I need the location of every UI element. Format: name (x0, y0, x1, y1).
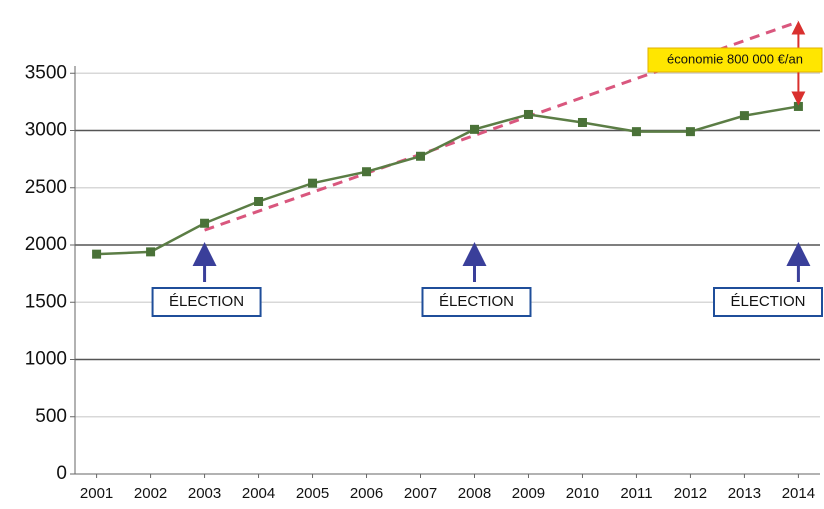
data-point (523, 109, 533, 119)
data-point (469, 124, 479, 134)
annotation-label: ÉLECTION (730, 293, 805, 310)
annotation-box (713, 287, 823, 317)
data-point (308, 178, 318, 188)
x-tick-label: 2003 (188, 485, 221, 502)
trend-line (204, 20, 799, 232)
x-tick-label: 2007 (404, 485, 437, 502)
data-point (793, 101, 803, 111)
x-tick-label: 2005 (296, 485, 329, 502)
y-tick-label: 3000 (25, 120, 67, 141)
x-tick-label: 2006 (350, 485, 383, 502)
x-tick-label: 2008 (458, 485, 491, 502)
data-line (96, 105, 799, 256)
annotation-label: ÉLECTION (439, 293, 514, 310)
y-tick-label: 1500 (25, 291, 67, 312)
y-tick-label: 2500 (25, 177, 67, 198)
y-tick-label: 3500 (25, 62, 67, 83)
y-tick-label: 0 (56, 463, 67, 484)
x-tick-label: 2012 (674, 485, 707, 502)
x-tick-label: 2009 (512, 485, 545, 502)
data-point (577, 117, 587, 127)
data-point (200, 218, 210, 228)
data-point (92, 249, 102, 259)
y-tick-label: 500 (35, 406, 67, 427)
data-point (739, 111, 749, 121)
savings-box (647, 47, 823, 73)
x-tick-label: 2010 (566, 485, 599, 502)
x-tick-label: 2001 (80, 485, 113, 502)
x-tick-label: 2004 (242, 485, 275, 502)
data-point (146, 247, 156, 257)
y-tick-label: 1000 (25, 349, 67, 370)
data-point (685, 127, 695, 137)
x-tick-label: 2002 (134, 485, 167, 502)
savings-label: économie 800 000 €/an (667, 51, 803, 66)
x-tick-label: 2014 (782, 485, 815, 502)
annotation-box (421, 287, 532, 317)
data-point (631, 127, 641, 137)
annotation-box (151, 287, 262, 317)
data-point (254, 196, 264, 206)
data-point (362, 167, 372, 177)
x-tick-label: 2011 (620, 485, 652, 502)
y-tick-label: 2000 (25, 234, 67, 255)
x-tick-label: 2013 (728, 485, 761, 502)
annotation-label: ÉLECTION (169, 293, 244, 310)
data-point (416, 151, 426, 161)
